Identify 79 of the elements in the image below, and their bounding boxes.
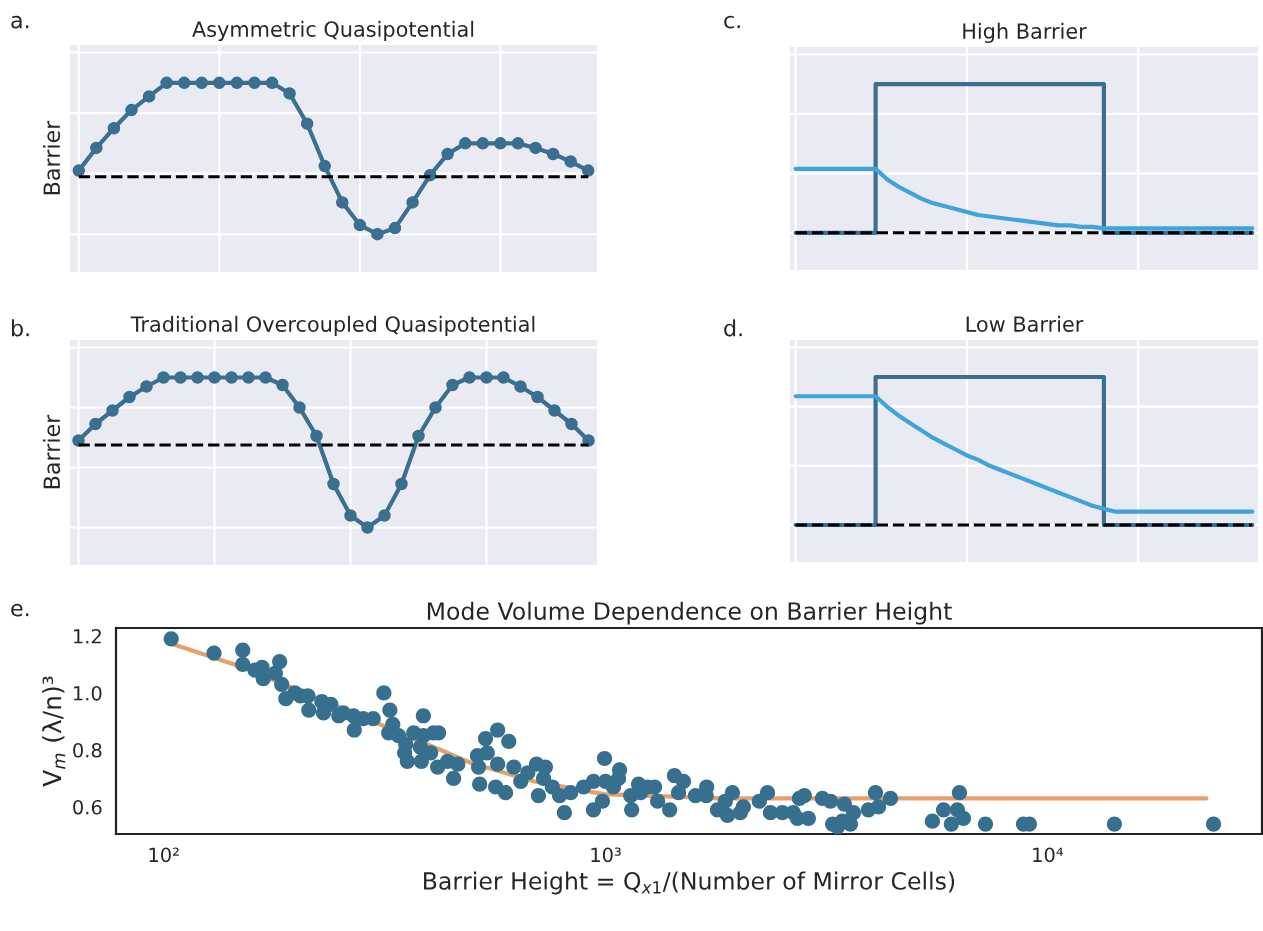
point — [90, 141, 103, 155]
point — [174, 371, 187, 384]
point — [546, 147, 560, 161]
point — [412, 429, 425, 443]
y-tick-label: 1.0 — [74, 685, 102, 701]
x-tick-label: 10³ — [591, 847, 621, 863]
point — [344, 509, 357, 522]
point — [276, 378, 289, 392]
point — [89, 417, 102, 431]
point — [514, 380, 527, 393]
point — [497, 371, 510, 384]
point — [125, 103, 138, 117]
point — [406, 196, 419, 209]
point — [353, 218, 367, 232]
point — [230, 76, 244, 90]
point — [142, 90, 156, 103]
point — [310, 429, 323, 443]
point — [378, 509, 391, 522]
text: d. — [724, 319, 742, 337]
point — [293, 401, 306, 414]
chart-title: High Barrier — [963, 22, 1087, 43]
point — [581, 164, 595, 177]
point — [208, 371, 221, 384]
point — [458, 137, 472, 150]
point — [548, 404, 561, 417]
point — [327, 477, 340, 491]
point — [106, 404, 119, 417]
chart-title: Mode Volume Dependence on Barrier Height — [427, 601, 952, 625]
point — [259, 371, 272, 384]
text: e. — [11, 603, 29, 617]
point — [429, 401, 442, 414]
point — [446, 378, 459, 392]
x-tick-label: 10⁴ — [1033, 847, 1064, 863]
point — [318, 159, 331, 173]
x-axis-title: Barrier Height = Q$_{x1}$/(Number of Mirror Cells) — [424, 871, 955, 895]
point — [531, 390, 544, 404]
text: b. — [12, 319, 29, 337]
point — [463, 371, 476, 384]
text: c. — [724, 15, 740, 29]
point — [395, 477, 408, 491]
y-axis-title: Barrier — [42, 120, 61, 195]
point — [191, 371, 204, 384]
chart-title: Traditional Overcoupled Quasipotential — [130, 315, 535, 336]
point — [511, 137, 525, 150]
point — [283, 87, 296, 100]
point — [529, 141, 542, 155]
point — [336, 196, 349, 209]
point — [72, 164, 86, 177]
chart-title: Low Barrier — [966, 315, 1084, 332]
point — [242, 371, 255, 384]
x-tick-label: 10² — [149, 847, 179, 863]
point — [494, 137, 507, 150]
point — [388, 221, 402, 235]
point — [565, 417, 578, 431]
y-tick-label: 0.6 — [73, 799, 102, 815]
point — [177, 76, 191, 90]
point — [213, 76, 226, 90]
point — [160, 76, 173, 90]
point — [225, 371, 238, 384]
point — [300, 117, 314, 130]
point — [441, 147, 454, 161]
point — [476, 137, 490, 150]
chart-title: Asymmetric Quasipotential — [192, 20, 474, 41]
y-tick-label: 1.2 — [74, 628, 101, 644]
text: a. — [11, 15, 29, 29]
point — [107, 121, 121, 135]
y-axis-title: V$_{m}$ (λ/n)³ — [42, 676, 66, 787]
point — [157, 371, 170, 384]
point — [564, 155, 577, 168]
point — [480, 371, 493, 384]
point — [361, 521, 374, 534]
y-tick-label: 0.8 — [73, 742, 102, 758]
point — [371, 227, 384, 241]
y-axis-title: Barrier — [42, 414, 61, 489]
point — [195, 76, 209, 90]
point — [248, 76, 261, 90]
point — [123, 390, 136, 404]
point — [140, 380, 153, 393]
point — [265, 76, 279, 90]
